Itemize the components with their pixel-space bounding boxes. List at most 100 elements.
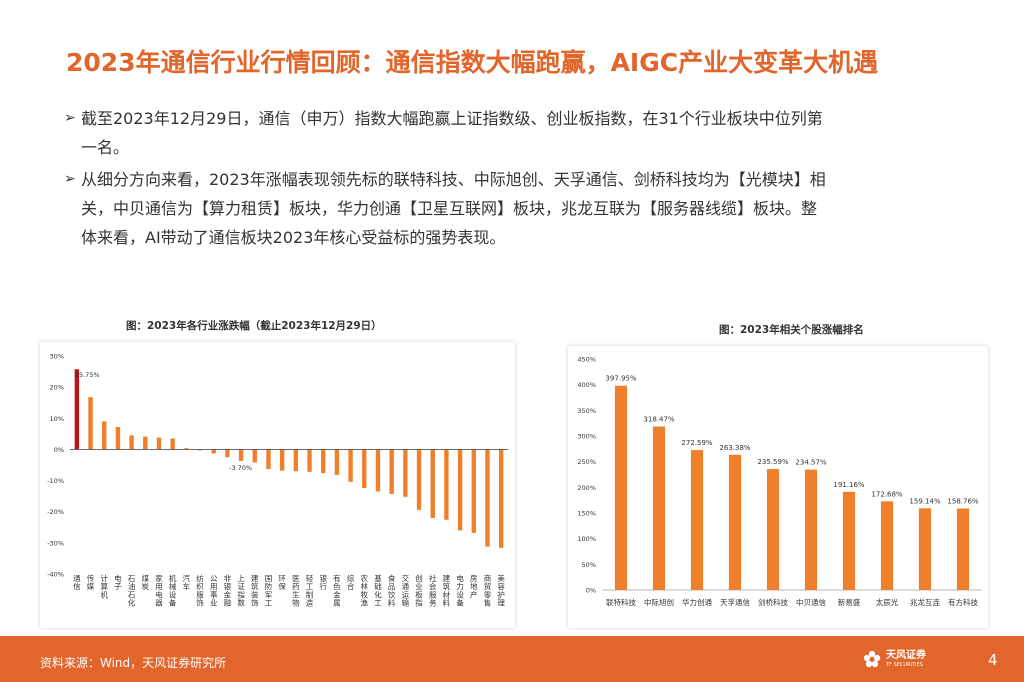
bullet-list: ➢ 截至2023年12月29日，通信（申万）指数大幅跑赢上证指数级、创业板指数，… [64, 104, 944, 255]
bar [238, 449, 244, 461]
company-logo: 天风证券 TF SECURITIES [862, 649, 926, 669]
y-tick-label: 300% [577, 433, 596, 441]
bar [430, 449, 435, 518]
bullet-line: 一名。 [81, 138, 130, 157]
y-tick-label: -20% [47, 508, 64, 516]
logo-name-cn: 天风证券 [886, 649, 926, 661]
bar [956, 508, 970, 590]
x-category-label: 剑桥科技 [758, 597, 788, 607]
data-label: -3.70% [229, 464, 252, 472]
bar [403, 449, 408, 497]
chart-title-industry: 图：2023年各行业涨跌幅（截止2023年12月29日） [126, 320, 382, 332]
bar [728, 454, 742, 590]
page-title: 2023年通信行业行情回顾：通信指数大幅跑赢，AIGC产业大变革大机遇 [66, 48, 879, 77]
y-tick-label: 0% [54, 446, 64, 454]
flower-logo-icon [863, 650, 881, 668]
x-category-label: 上证指数 [237, 574, 245, 608]
bar [156, 437, 162, 450]
footer-bar [0, 636, 1024, 682]
bar [334, 449, 340, 475]
x-category-label: 汽车 [183, 573, 191, 591]
source-note: 资料来源：Wind，天风证券研究所 [40, 656, 227, 670]
x-category-label: 石油石化 [128, 574, 136, 608]
bar [266, 449, 271, 470]
bar [766, 469, 780, 590]
data-label: 272.59% [681, 439, 712, 447]
bar [225, 449, 230, 458]
bar [485, 449, 490, 547]
x-category-label: 综合 [347, 573, 355, 591]
x-category-label: 商贸零售 [484, 573, 492, 608]
x-category-label: 轻工制造 [306, 573, 314, 608]
bar [321, 449, 326, 474]
y-tick-label: 100% [577, 535, 596, 543]
bar [614, 385, 628, 590]
bar [498, 449, 504, 548]
logo-name-en: TF SECURITIES [886, 661, 923, 668]
x-category-label: 电力设备 [456, 573, 464, 608]
x-category-label: 煤炭 [142, 573, 150, 591]
bar [307, 449, 312, 472]
bar [457, 449, 463, 531]
bar [652, 426, 666, 590]
bar [375, 449, 381, 492]
y-tick-label: 30% [50, 353, 64, 361]
x-category-label: 农林牧渔 [361, 573, 369, 608]
x-category-label: 美容护理 [497, 573, 505, 608]
bar [184, 448, 189, 450]
data-label: 234.57% [795, 459, 826, 467]
bar [842, 491, 856, 590]
y-tick-label: -10% [47, 477, 64, 485]
bullet-line: 从细分方向来看，2023年涨幅表现领先标的联特科技、中际旭创、天孚通信、剑桥科技… [81, 170, 826, 189]
y-tick-label: 250% [577, 458, 596, 466]
data-label: 397.95% [605, 375, 636, 383]
arrow-bullet-icon: ➢ [64, 110, 76, 126]
x-category-label: 交通运输 [402, 573, 410, 608]
x-category-label: 有色金属 [333, 573, 341, 608]
bullet-item: ➢ 截至2023年12月29日，通信（申万）指数大幅跑赢上证指数级、创业板指数，… [64, 104, 944, 162]
bullet-line: 关，中贝通信为【算力租赁】板块，华力创通【卫星互联网】板块，兆龙互联为【服务器线… [81, 199, 818, 218]
x-category-label: 中贝通信 [796, 597, 826, 607]
stocks-chart: 450% 400% 350% 300% 250% 200% 150% 100% 50% 0% 397… [568, 346, 988, 628]
x-category-label: 建筑材料 [443, 573, 451, 608]
industry-chart-svg: 30% 20% 10% 0% -10% -20% -30% -40% 25.75% -3.70% 通… [47, 353, 508, 608]
data-label: 25.75% [75, 371, 100, 379]
bar [143, 436, 148, 450]
bar [471, 449, 476, 533]
bar [362, 449, 367, 489]
y-tick-label: -40% [47, 571, 64, 579]
x-category-label: 环保 [278, 574, 286, 591]
bar [88, 397, 93, 450]
x-category-label: 联特科技 [606, 597, 636, 607]
x-category-label: 社会服务 [429, 573, 437, 608]
x-category-label: 机械设备 [169, 573, 177, 608]
x-category-label: 建筑装饰 [251, 573, 259, 608]
data-label: 172.68% [871, 490, 902, 498]
data-label: 235.59% [757, 458, 788, 466]
data-label: 263.38% [719, 444, 750, 452]
data-label: 159.14% [909, 497, 940, 505]
x-category-label: 兆龙互连 [910, 597, 940, 607]
x-category-label: 非银金融 [224, 573, 232, 608]
x-category-label: 食品饮料 [388, 573, 396, 608]
data-label: 318.47% [643, 416, 674, 424]
x-category-label: 纺织服饰 [196, 573, 204, 608]
y-tick-label: 0% [586, 587, 596, 595]
bullet-item: ➢ 从细分方向来看，2023年涨幅表现领先标的联特科技、中际旭创、天孚通信、剑桥… [64, 165, 944, 252]
x-category-label: 银行 [319, 574, 327, 591]
y-tick-label: 20% [50, 384, 64, 392]
x-category-label: 基础化工 [374, 573, 382, 608]
bar [129, 435, 134, 450]
x-category-label: 通信 [73, 573, 81, 591]
x-category-label: 有方科技 [948, 597, 978, 607]
x-category-label: 华力创通 [682, 597, 712, 607]
bar [880, 501, 894, 590]
y-tick-label: 150% [577, 510, 596, 518]
bar [74, 369, 80, 450]
x-category-label: 医药生物 [292, 574, 300, 608]
x-category-label: 家用电器 [155, 573, 163, 608]
y-tick-label: 10% [50, 415, 64, 423]
data-label: 158.76% [947, 498, 978, 506]
bar [293, 449, 299, 472]
y-tick-label: 200% [577, 484, 596, 492]
